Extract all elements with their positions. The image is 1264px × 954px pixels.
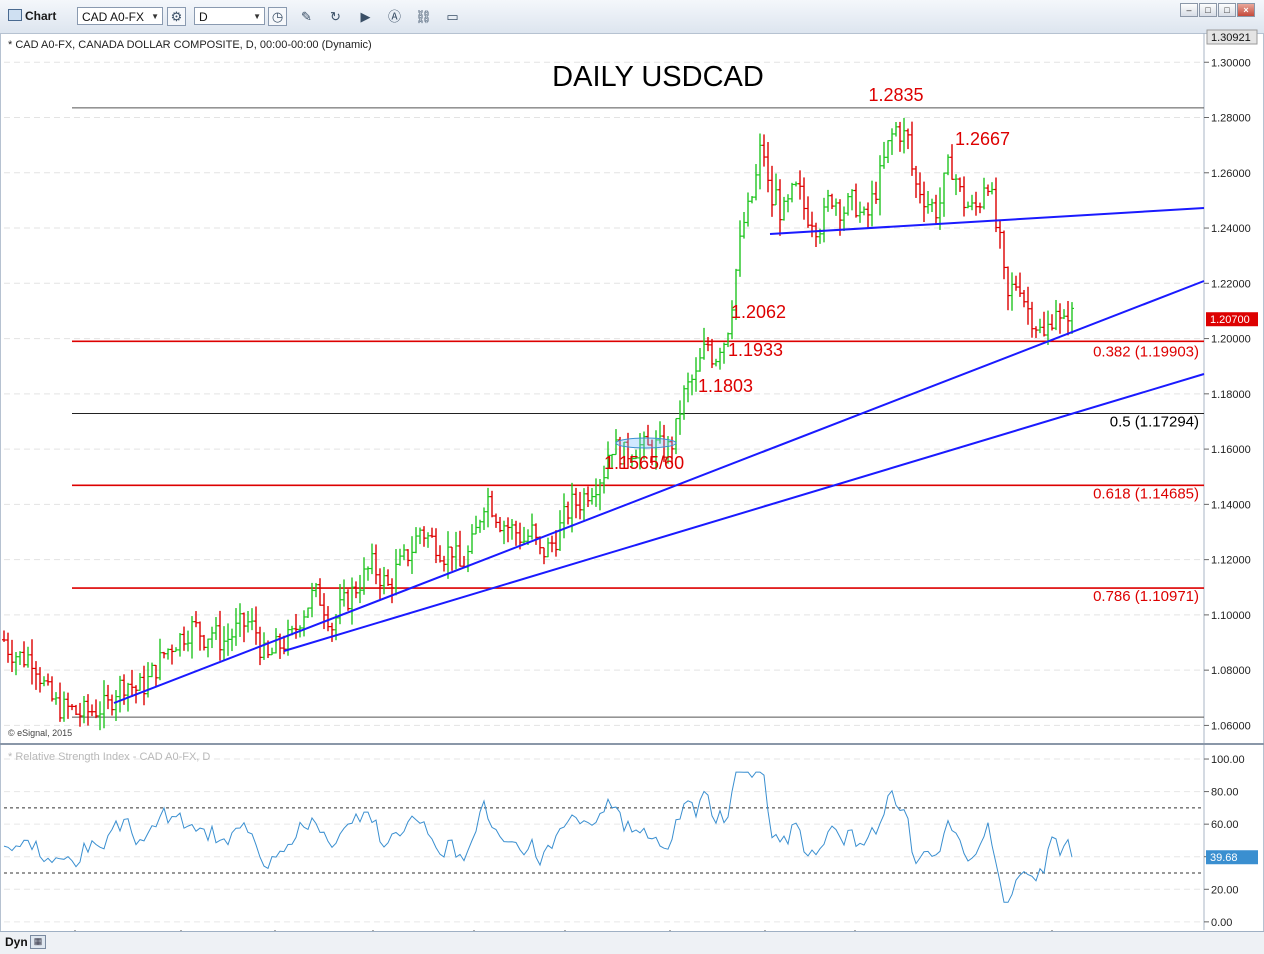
price-tick-label: 1.16000 [1211,444,1251,456]
fib-label: 0.5 (1.17294) [1110,413,1199,430]
chart-window-title: Chart [8,9,56,23]
comment-icon[interactable]: ▭ [446,9,459,24]
interval-settings-icon[interactable]: ◷ [268,7,287,26]
fib-label: 0.786 (1.10971) [1093,588,1199,605]
price-tick-label: 1.18000 [1211,389,1251,401]
symbol-value: CAD A0-FX [82,10,145,24]
interval-value: D [199,10,208,24]
price-grid [4,61,1204,726]
link-icon[interactable]: ⛓ [415,9,432,24]
fib-label: 0.382 (1.19903) [1093,343,1199,360]
symbol-input[interactable]: CAD A0-FX ▼ [77,7,163,25]
trendlines [113,207,1205,704]
rsi-tick-label: 20.00 [1211,884,1239,896]
price-tick-label: 1.20000 [1211,334,1251,346]
symbol-dropdown-icon[interactable]: ▼ [151,12,159,21]
price-annotation: 1.1565/60 [604,453,684,473]
price-annotation: 1.2062 [731,302,786,322]
toolbar: Chart CAD A0-FX ▼ ⚙ D ▼ ◷ ✎ ↻ ▶ Ⓐ ⛓ ▭ – □ … [0,0,1264,34]
play-icon[interactable]: ▶ [360,9,371,24]
price-tick-label: 1.26000 [1211,168,1251,180]
top-value-tag [1206,29,1258,45]
price-annotation: 1.2667 [955,129,1010,149]
price-tick-label: 1.14000 [1211,499,1251,511]
pencil-icon[interactable]: ✎ [301,9,312,24]
horizontal-levels [72,107,1204,718]
price-annotation: 1.1803 [698,376,753,396]
alert-icon[interactable]: Ⓐ [387,9,401,24]
trendline-neckline [769,207,1205,235]
chart-frame [0,33,1264,953]
rsi-line-group [3,771,1073,903]
fib-labels: 0.382 (1.19903) 0.5 (1.17294) 0.618 (1.146… [1093,343,1199,605]
status-bar: Dyn ▦ [0,931,1264,954]
rsi-tick-label: 0.00 [1211,917,1232,929]
chart-title-text: Chart [25,9,57,23]
price-tick-label: 1.10000 [1211,610,1251,622]
rsi-line [3,771,1073,903]
rsi-last-tag [1206,850,1258,865]
rsi-tick-label: 80.00 [1211,787,1239,799]
last-price-tag [1206,312,1258,327]
top-value-label: 1.30921 [1211,32,1251,44]
rsi-tick-label: 100.00 [1211,754,1245,766]
interval-input[interactable]: D ▼ [194,7,265,25]
copyright: © eSignal, 2015 [8,728,72,738]
interval-dropdown-icon[interactable]: ▼ [253,12,261,21]
maximize-button[interactable]: □ [1218,3,1236,17]
price-tick-label: 1.22000 [1211,278,1251,290]
annotations: 1.2835 1.2667 1.2062 1.1933 1.1803 1.1565/60 [604,85,1010,473]
price-tick-label: 1.24000 [1211,223,1251,235]
rsi-title: * Relative Strength Index - CAD A0-FX, D [8,751,210,763]
symbol-settings-icon[interactable]: ⚙ [167,7,186,26]
price-tick-label: 1.30000 [1211,57,1251,69]
chart-title: DAILY USDCAD [552,61,764,93]
price-tick-label: 1.28000 [1211,113,1251,125]
close-button[interactable]: × [1237,3,1255,17]
rsi-grid [4,758,1204,923]
price-annotation: 1.2835 [868,85,923,105]
dynamic-toggle-icon[interactable]: ▦ [30,935,46,949]
refresh-icon[interactable]: ↻ [330,9,341,24]
trendline-main-support [113,280,1205,704]
consolidation-ellipse [615,437,677,449]
restore-button[interactable]: □ [1199,3,1217,17]
minimize-button[interactable]: – [1180,3,1198,17]
price-annotation: 1.1933 [728,340,783,360]
dynamic-label: Dyn [5,935,28,949]
price-axis[interactable]: 1.30000 1.28000 1.26000 1.24000 1.22000 1.200… [1204,29,1258,732]
chart-window-icon [8,9,22,21]
rsi-last-label: 39.68 [1210,852,1238,864]
trendline-secondary-support [283,373,1205,652]
rsi-tick-label: 60.00 [1211,819,1239,831]
symbol-description: * CAD A0-FX, CANADA DOLLAR COMPOSITE, D,… [8,39,372,51]
candles [2,117,1074,731]
price-tick-label: 1.06000 [1211,720,1251,732]
fib-label: 0.618 (1.14685) [1093,485,1199,502]
last-price-label: 1.20700 [1210,314,1250,326]
price-tick-label: 1.08000 [1211,665,1251,677]
price-tick-label: 1.12000 [1211,555,1251,567]
